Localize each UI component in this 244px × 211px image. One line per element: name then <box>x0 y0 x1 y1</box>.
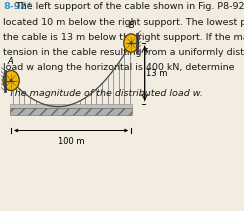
Text: 13 m: 13 m <box>146 69 167 78</box>
Text: B: B <box>129 21 135 30</box>
Text: A: A <box>8 57 13 66</box>
Bar <box>10 104 132 108</box>
Circle shape <box>10 80 12 81</box>
Text: The left support of the cable shown in Fig. P8-92 is: The left support of the cable shown in F… <box>15 3 244 11</box>
Bar <box>10 108 132 115</box>
Ellipse shape <box>3 70 19 91</box>
Text: 8-92*: 8-92* <box>3 3 32 11</box>
Text: the cable is 13 m below the right support. If the maximum: the cable is 13 m below the right suppor… <box>3 33 244 42</box>
Text: located 10 m below the right support. The lowest point on: located 10 m below the right support. Th… <box>3 18 244 27</box>
Ellipse shape <box>124 34 139 52</box>
Circle shape <box>131 42 132 44</box>
Text: The magnitude of the distributed load w.: The magnitude of the distributed load w. <box>9 89 203 98</box>
Text: load w along the horizontal is 400 kN, determine: load w along the horizontal is 400 kN, d… <box>3 63 234 72</box>
Text: 100 m: 100 m <box>58 137 84 146</box>
Text: tension in the cable resulting from a uniformly distributed: tension in the cable resulting from a un… <box>3 48 244 57</box>
